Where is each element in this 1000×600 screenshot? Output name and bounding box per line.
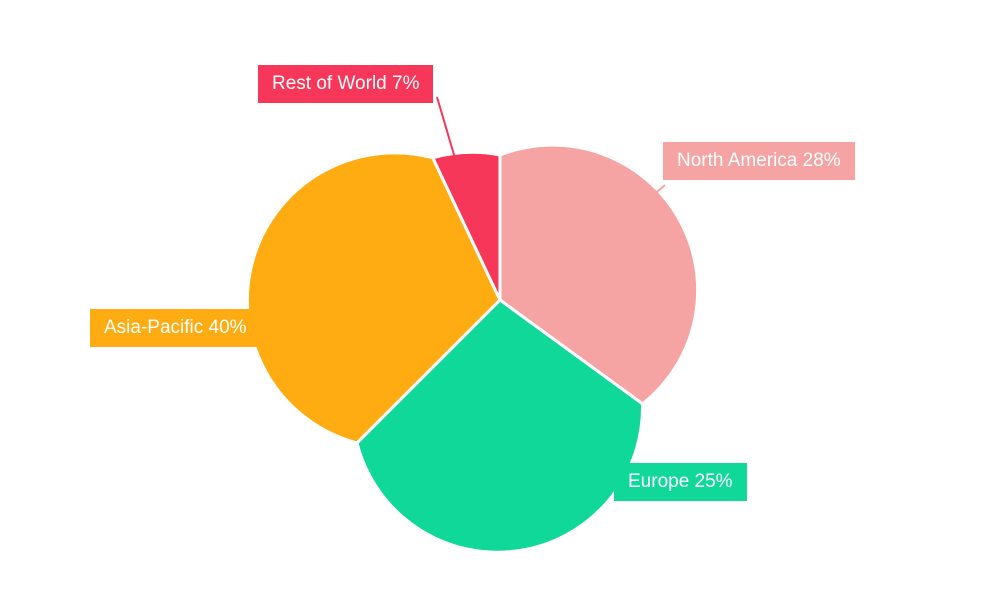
pie-chart-container: North America 28% Europe 25% Asia-Pacifi… bbox=[0, 0, 1000, 600]
label-europe[interactable]: Europe 25% bbox=[614, 463, 747, 501]
pie-chart-svg bbox=[0, 0, 1000, 600]
label-asia-pacific[interactable]: Asia-Pacific 40% bbox=[90, 309, 261, 347]
label-north-america[interactable]: North America 28% bbox=[663, 142, 855, 180]
label-rest-of-world[interactable]: Rest of World 7% bbox=[258, 65, 433, 103]
